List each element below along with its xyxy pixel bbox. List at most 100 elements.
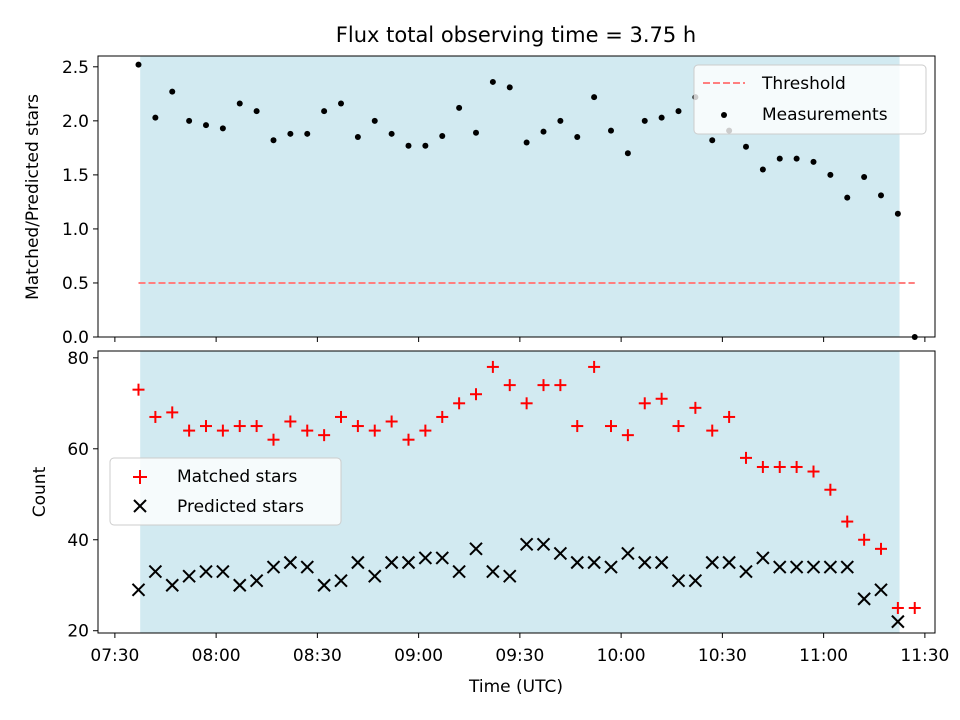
- chart-title: Flux total observing time = 3.75 h: [336, 23, 696, 47]
- measurements-legend-label: Measurements: [762, 105, 888, 125]
- predicted-star-point: [249, 573, 264, 588]
- top-legend: Threshold Measurements: [693, 64, 927, 135]
- predicted-star-point: [536, 537, 551, 552]
- measurement-point: [844, 194, 851, 201]
- bottom-legend: Matched stars Predicted stars: [109, 457, 342, 526]
- matched-star-point: [537, 379, 550, 392]
- matched-star-point: [503, 379, 516, 392]
- predicted-star-point: [891, 614, 905, 629]
- measurement-point: [371, 117, 378, 124]
- matched-stars-legend-label: Matched stars: [177, 467, 297, 487]
- predicted-star-point: [216, 564, 230, 579]
- matched-star-point: [267, 433, 280, 446]
- bottom-axes-frame: [97, 350, 936, 634]
- bottom-y-axis-label: Count: [30, 466, 50, 517]
- predicted-star-point: [722, 555, 736, 570]
- predicted-star-point: [266, 560, 281, 574]
- bottom-x-ticks: 07:30 08:00 08:30 09:00 09:30 10:00 10:30 11:00…: [90, 633, 949, 666]
- matched-star-point: [284, 415, 297, 428]
- top-y-tick-label: 1.5: [62, 166, 89, 186]
- x-tick-label: 09:30: [495, 646, 544, 666]
- matched-star-point: [875, 542, 887, 555]
- matched-star-point: [638, 397, 651, 410]
- measurement-point: [557, 117, 564, 124]
- matched-star-point: [368, 424, 381, 437]
- measurement-point: [253, 108, 260, 115]
- measurement-point: [186, 117, 193, 124]
- measurement-point: [473, 129, 479, 136]
- measurement-point: [793, 155, 800, 162]
- matched-star-point: [858, 533, 871, 546]
- predicted-star-point: [452, 564, 466, 579]
- matched-star-point: [301, 424, 314, 437]
- x-axis-label: Time (UTC): [468, 677, 563, 697]
- matched-star-point: [689, 401, 702, 414]
- bottom-y-tick-label: 80: [67, 349, 89, 369]
- measurement-point: [759, 166, 766, 173]
- measurement-point: [456, 104, 463, 111]
- measurement-point: [203, 122, 209, 129]
- measurement-point: [523, 139, 530, 146]
- top-y-tick-label: 2.0: [62, 112, 89, 132]
- predicted-star-point: [654, 555, 669, 570]
- x-tick-label: 11:30: [900, 646, 949, 666]
- matched-star-point: [183, 424, 196, 437]
- top-y-tick-label: 1.0: [62, 220, 89, 240]
- matched-star-point: [706, 424, 719, 437]
- measurement-point: [878, 192, 884, 199]
- predicted-star-point: [570, 555, 584, 570]
- bottom-y-tick-label: 20: [67, 622, 89, 642]
- predicted-star-point: [823, 560, 838, 574]
- matched-star-point: [621, 429, 634, 442]
- matched-star-point: [419, 424, 432, 437]
- x-tick-label: 07:30: [90, 646, 139, 666]
- matched-star-point: [132, 383, 145, 396]
- measurement-point: [439, 132, 446, 139]
- matched-star-point: [200, 420, 212, 433]
- measurement-point: [135, 61, 142, 68]
- predicted-star-point: [638, 555, 652, 570]
- measurement-point: [354, 134, 361, 141]
- matched-star-point: [520, 397, 533, 410]
- measurement-point: [827, 171, 834, 178]
- matched-stars-points: [132, 360, 921, 614]
- predicted-star-point: [131, 583, 146, 597]
- measurements-legend-swatch: [721, 112, 727, 118]
- matched-stars-legend-swatch: [133, 470, 147, 484]
- predicted-star-point: [334, 573, 348, 588]
- predicted-star-point: [806, 560, 821, 574]
- matched-star-point: [891, 601, 904, 614]
- predicted-star-point: [671, 573, 686, 588]
- matched-star-point: [402, 433, 415, 446]
- predicted-star-point: [418, 551, 433, 565]
- top-y-tick-label: 0.5: [62, 274, 89, 294]
- top-x-ticks: [114, 337, 926, 342]
- predicted-star-point: [435, 551, 449, 565]
- x-tick-label: 10:00: [597, 646, 646, 666]
- predicted-star-point: [739, 564, 753, 579]
- predicted-star-point: [705, 555, 719, 570]
- predicted-star-point: [148, 564, 163, 579]
- predicted-star-point: [503, 569, 517, 583]
- measurement-point: [169, 88, 176, 95]
- matched-star-point: [723, 410, 736, 423]
- bottom-y-ticks: 20 40 60 80: [67, 349, 98, 642]
- x-tick-label: 08:30: [293, 646, 342, 666]
- matched-star-point: [351, 420, 364, 433]
- threshold-legend-label: Threshold: [761, 74, 846, 94]
- measurement-point: [743, 143, 749, 150]
- x-tick-label: 11:00: [799, 646, 848, 666]
- predicted-star-point: [317, 578, 331, 592]
- matched-star-point: [233, 420, 246, 433]
- measurement-point: [405, 142, 412, 149]
- predicted-star-point: [401, 555, 416, 570]
- measurement-point: [489, 78, 496, 85]
- measurement-point: [219, 125, 226, 132]
- measurement-point: [422, 142, 429, 149]
- measurement-point: [321, 108, 328, 115]
- matched-star-point: [166, 406, 179, 419]
- top-legend-box: [693, 64, 927, 135]
- measurement-point: [152, 114, 159, 121]
- matched-star-point: [216, 424, 229, 437]
- measurement-point: [861, 174, 868, 181]
